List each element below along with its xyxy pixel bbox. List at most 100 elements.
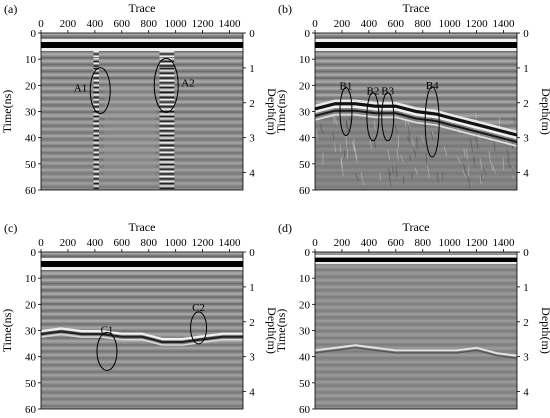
annotation-label: A2 <box>181 77 194 89</box>
radargram-image <box>315 33 517 190</box>
depth-tick-label: 3 <box>249 133 255 145</box>
depth-tick-label: 0 <box>523 247 529 259</box>
depth-tick-label: 2 <box>249 317 255 329</box>
panel-b: 0 200 400 600 800 1000 1200 1400Trace0102030405… <box>274 1 550 197</box>
depth-tick-label: 4 <box>523 168 529 180</box>
annotation-ellipse <box>190 311 208 345</box>
depth-tick-label: 0 <box>249 247 255 259</box>
depth-axis-label: Depth(m) <box>265 307 279 354</box>
annotation-ellipse <box>339 87 353 136</box>
x-tick-label: 1400 <box>493 18 516 30</box>
annotation-label: A1 <box>74 83 87 95</box>
y-tick-label: 50 <box>299 159 311 171</box>
x-tick-label: 0 <box>38 237 44 249</box>
y-tick-label: 40 <box>25 352 37 364</box>
y-tick-label: 10 <box>25 54 37 66</box>
x-tick-label: 600 <box>114 237 131 249</box>
y-axis-label: Time(ns) <box>0 90 14 134</box>
x-tick-label: 800 <box>414 237 431 249</box>
y-tick-label: 40 <box>299 352 311 364</box>
y-tick-label: 10 <box>25 273 37 285</box>
x-axis-label: Trace <box>403 1 430 15</box>
depth-tick-label: 3 <box>523 352 529 364</box>
y-tick-label: 30 <box>299 107 311 119</box>
y-tick-label: 60 <box>25 185 37 197</box>
panel-d: 0 200 400 600 800 1000 1200 1400Trace0102030405… <box>274 220 550 416</box>
annotation-label: B2 <box>366 86 379 98</box>
depth-tick-label: 2 <box>523 98 529 110</box>
annotation-label: B1 <box>340 81 353 93</box>
x-tick-label: 1000 <box>439 18 462 30</box>
y-tick-label: 50 <box>25 378 37 390</box>
y-tick-label: 30 <box>25 326 37 338</box>
depth-axis-label: Depth(m) <box>539 88 550 135</box>
x-axis-label: Trace <box>403 220 430 234</box>
x-tick-label: 600 <box>114 18 131 30</box>
y-axis-label: Time(ns) <box>0 309 14 353</box>
annotation-label: B4 <box>426 80 439 92</box>
x-tick-label: 0 <box>38 18 44 30</box>
y-tick-label: 40 <box>25 133 37 145</box>
annotation-ellipse <box>89 67 111 115</box>
y-tick-label: 60 <box>25 404 37 416</box>
x-tick-label: 400 <box>361 237 378 249</box>
panel-label: (b) <box>278 2 292 16</box>
x-tick-label: 1000 <box>165 18 188 30</box>
x-tick-label: 1400 <box>219 237 242 249</box>
depth-tick-label: 2 <box>523 317 529 329</box>
x-tick-label: 1400 <box>493 237 516 249</box>
x-tick-label: 1000 <box>165 237 188 249</box>
x-tick-label: 400 <box>87 237 104 249</box>
x-tick-label: 0 <box>312 18 318 30</box>
annotation-ellipse <box>424 86 440 158</box>
x-tick-label: 1200 <box>466 18 489 30</box>
y-tick-label: 60 <box>299 404 311 416</box>
radargram-image <box>41 252 243 409</box>
depth-tick-label: 4 <box>523 387 529 399</box>
radargram-image <box>41 33 243 190</box>
y-tick-label: 30 <box>299 326 311 338</box>
y-tick-label: 0 <box>31 247 37 259</box>
x-tick-label: 1400 <box>219 18 242 30</box>
x-tick-label: 400 <box>361 18 378 30</box>
radargram-image <box>315 252 517 409</box>
x-tick-label: 800 <box>140 18 157 30</box>
y-tick-label: 20 <box>25 299 37 311</box>
depth-tick-label: 0 <box>523 28 529 40</box>
x-tick-label: 600 <box>388 237 405 249</box>
depth-tick-label: 0 <box>249 28 255 40</box>
y-tick-label: 10 <box>299 54 311 66</box>
annotation-label: B3 <box>381 86 394 98</box>
y-tick-label: 10 <box>299 273 311 285</box>
depth-tick-label: 1 <box>523 282 529 294</box>
depth-tick-label: 4 <box>249 387 255 399</box>
depth-tick-label: 4 <box>249 168 255 180</box>
y-tick-label: 30 <box>25 107 37 119</box>
depth-tick-label: 2 <box>249 98 255 110</box>
y-tick-label: 60 <box>299 185 311 197</box>
depth-axis-label: Depth(m) <box>539 307 550 354</box>
x-tick-label: 200 <box>60 237 77 249</box>
y-tick-label: 0 <box>31 28 37 40</box>
annotation-ellipse <box>96 331 118 371</box>
annotation-ellipse <box>381 92 395 142</box>
depth-tick-label: 3 <box>523 133 529 145</box>
y-tick-label: 50 <box>299 378 311 390</box>
y-tick-label: 20 <box>25 80 37 92</box>
depth-tick-label: 1 <box>249 282 255 294</box>
x-tick-label: 800 <box>140 237 157 249</box>
panel-label: (d) <box>278 221 292 235</box>
y-tick-label: 0 <box>305 28 311 40</box>
x-tick-label: 1200 <box>192 237 215 249</box>
y-axis-label: Time(ns) <box>274 90 288 134</box>
annotation-ellipse <box>153 57 179 113</box>
depth-tick-label: 1 <box>523 63 529 75</box>
x-tick-label: 0 <box>312 237 318 249</box>
x-tick-label: 200 <box>60 18 77 30</box>
y-tick-label: 50 <box>25 159 37 171</box>
y-tick-label: 20 <box>299 299 311 311</box>
x-tick-label: 1200 <box>466 237 489 249</box>
panel-label: (c) <box>4 221 17 235</box>
annotation-label: C1 <box>101 324 114 336</box>
